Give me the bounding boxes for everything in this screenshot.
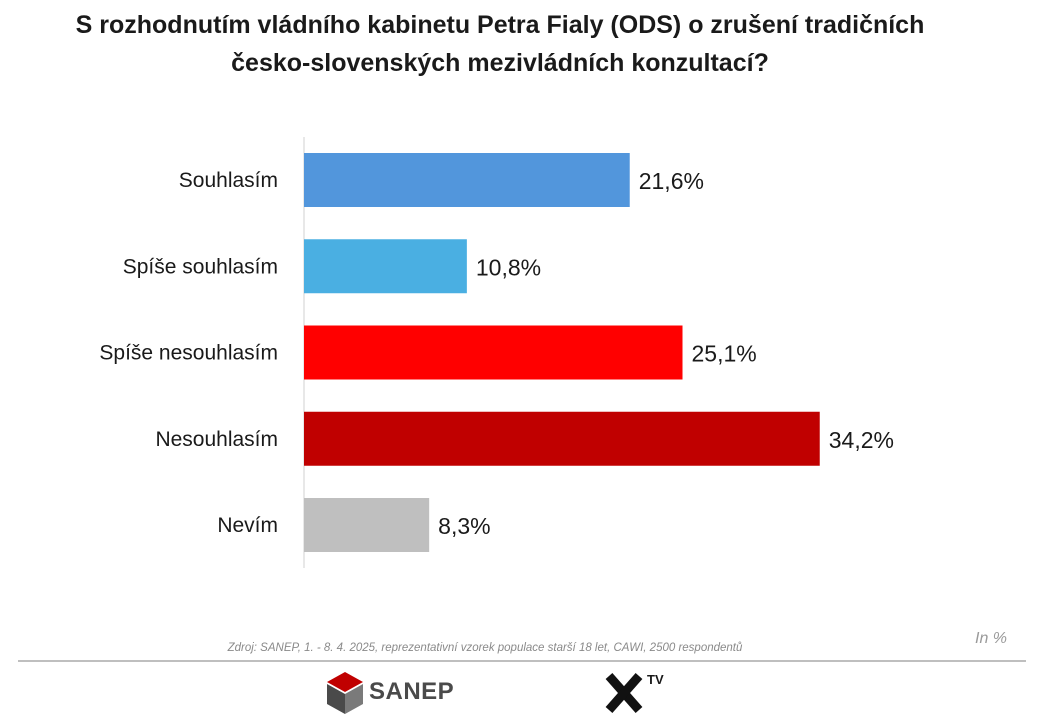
bar-value-label: 21,6% (639, 168, 704, 194)
sanep-logo-icon (327, 672, 363, 714)
bar-chart: Souhlasím 21,6% Spíše souhlasím 10,8% Spíše … (99, 137, 894, 568)
xtv-logo-icon (605, 673, 643, 713)
sanep-logo-text: SANEP (369, 678, 455, 705)
bar-value-label: 8,3% (438, 513, 490, 539)
chart-title: S rozhodnutím vládního kabinetu Petra Fi… (0, 6, 1000, 82)
chart-title-line-1: S rozhodnutím vládního kabinetu Petra Fi… (75, 11, 925, 39)
category-label: Spíše souhlasím (123, 255, 278, 278)
category-label: Spíše nesouhlasím (99, 342, 278, 365)
bar (304, 325, 683, 380)
bar-value-label: 25,1% (692, 341, 757, 367)
bar (304, 411, 820, 466)
bar-value-label: 10,8% (476, 254, 541, 280)
bar (304, 498, 430, 552)
bars-layer: Souhlasím 21,6% Spíše souhlasím 10,8% Spíše … (99, 153, 894, 552)
unit-label: In % (975, 630, 1008, 647)
footer-divider (18, 660, 1026, 662)
xtv-logo: TV (603, 672, 664, 719)
category-label: Nesouhlasím (155, 428, 278, 451)
bar (304, 153, 630, 207)
category-label: Souhlasím (179, 169, 278, 192)
bar-value-label: 34,2% (829, 427, 894, 453)
bar (304, 239, 467, 294)
source-note: Zdroj: SANEP, 1. - 8. 4. 2025, reprezent… (227, 642, 743, 654)
chart-title-line-2: česko-slovenských mezivládních konzultac… (231, 49, 769, 77)
xtv-logo-text: TV (647, 672, 664, 687)
category-label: Nevím (217, 514, 278, 537)
